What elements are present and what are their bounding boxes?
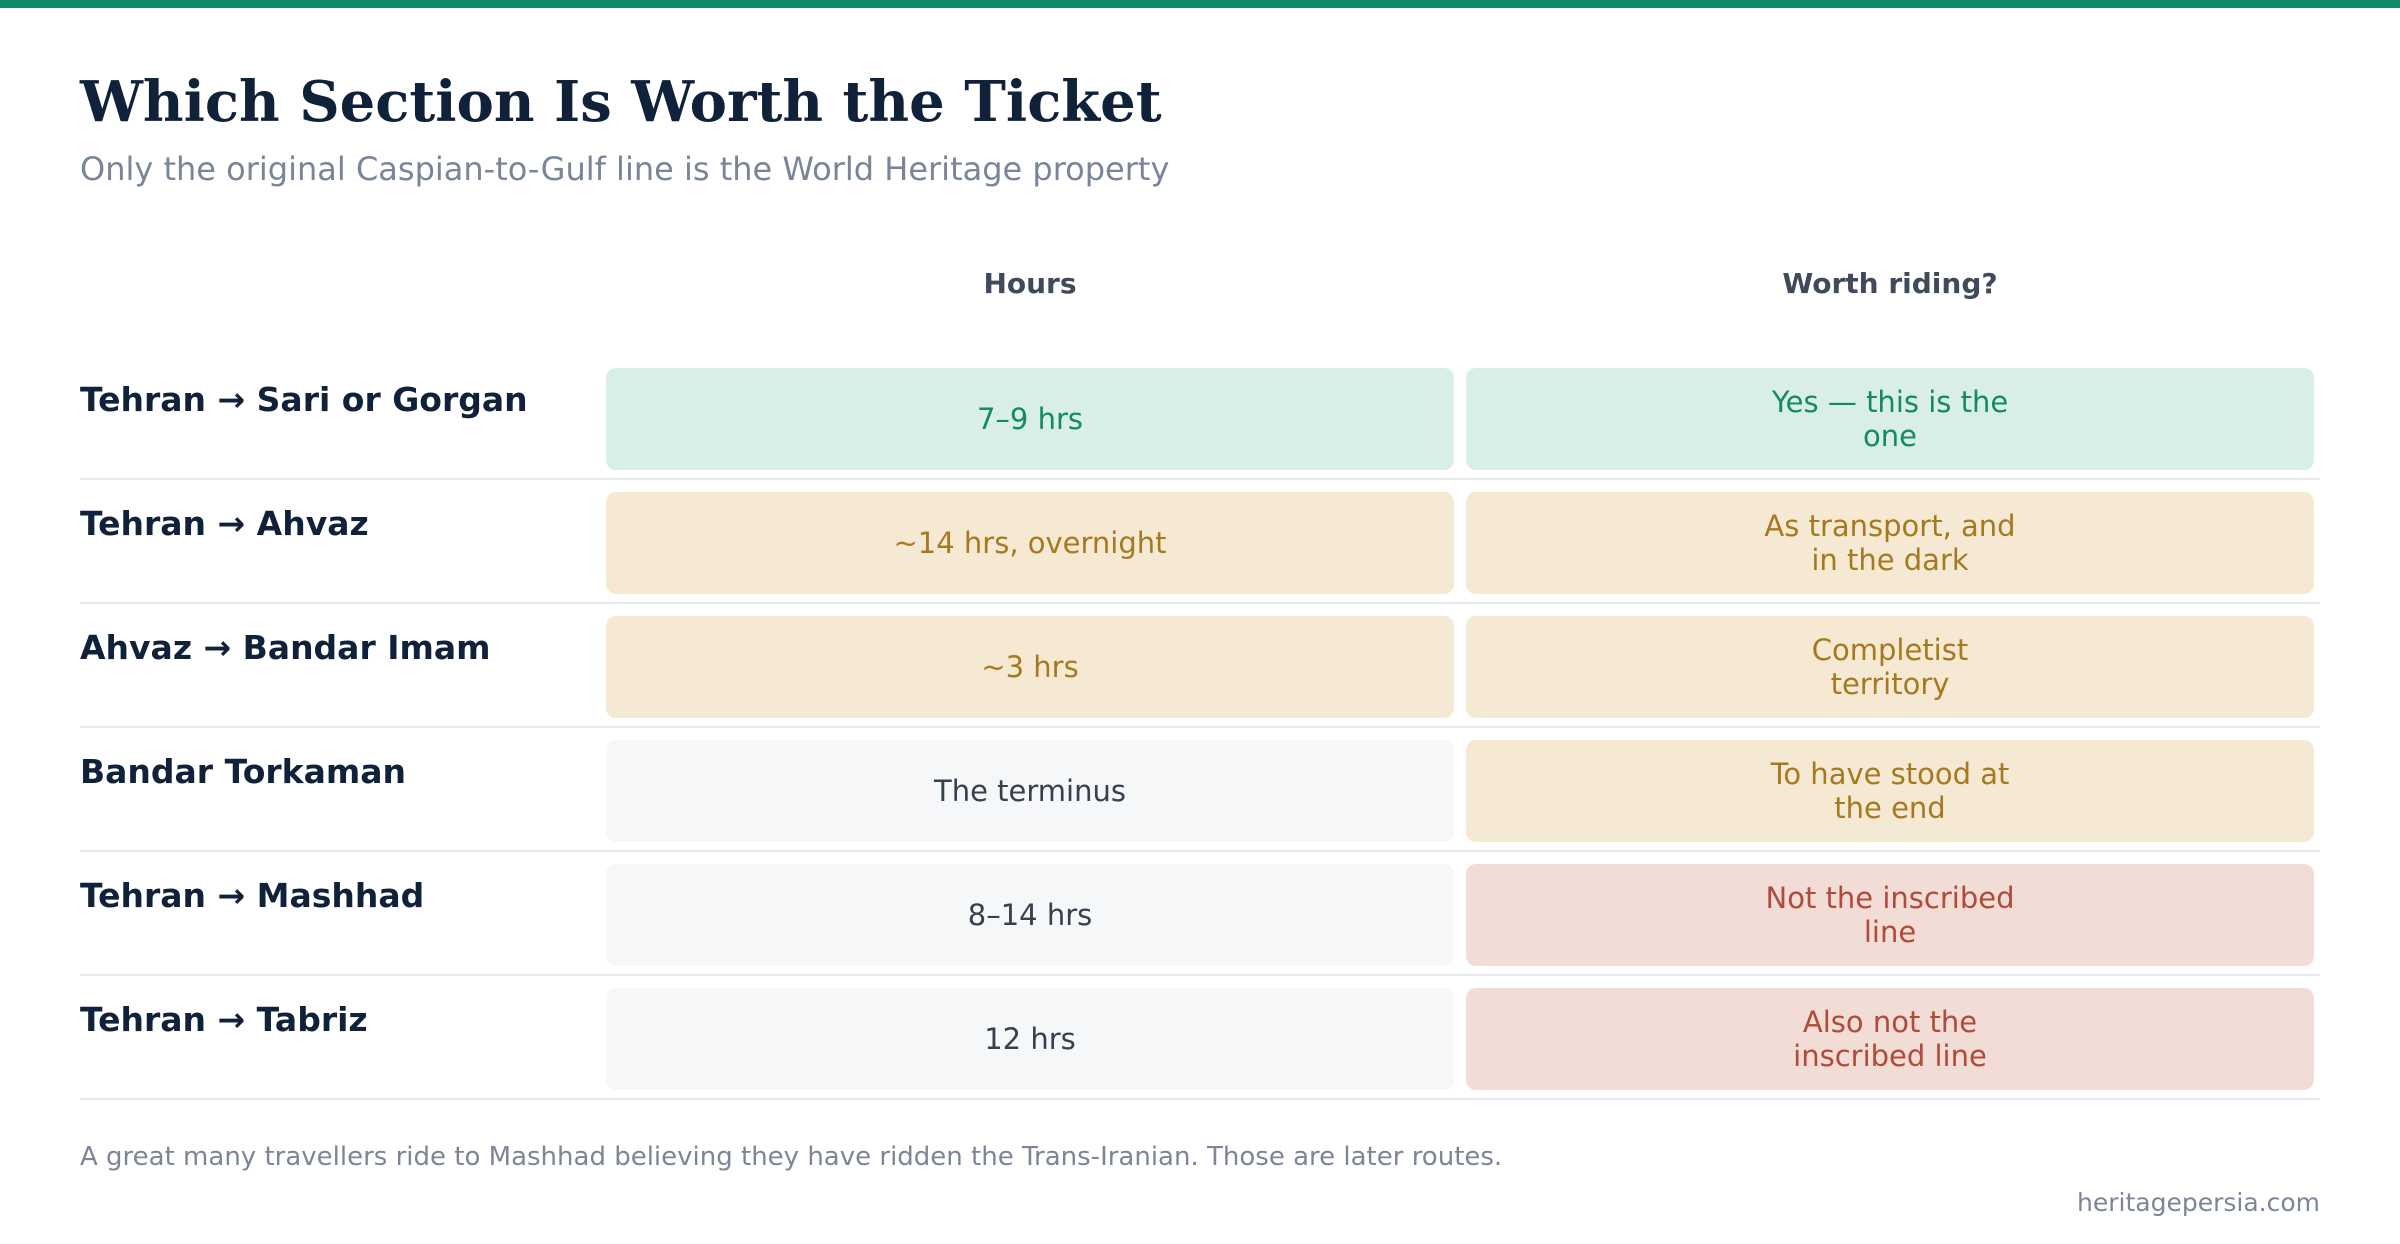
hours-cell: The terminus — [606, 740, 1454, 842]
worth-value: To have stood at the end — [1770, 757, 2010, 825]
hours-cell: 8–14 hrs — [606, 864, 1454, 966]
row-label: Tehran → Mashhad — [80, 876, 425, 915]
column-header-worth-riding: Worth riding? — [1782, 267, 1998, 300]
worth-cell: As transport, and in the dark — [1466, 492, 2314, 594]
table-row: Ahvaz → Bandar Imam ~3 hrs Completist te… — [80, 604, 2320, 728]
hours-value: 8–14 hrs — [967, 898, 1093, 932]
worth-value: Not the inscribed line — [1765, 881, 2015, 949]
row-label: Tehran → Sari or Gorgan — [80, 380, 528, 419]
worth-cell: Completist territory — [1466, 616, 2314, 718]
table-row: Tehran → Sari or Gorgan 7–9 hrs Yes — th… — [80, 356, 2320, 480]
hours-value: 12 hrs — [984, 1022, 1076, 1056]
comparison-table: Tehran → Sari or Gorgan 7–9 hrs Yes — th… — [80, 356, 2320, 1100]
page-subtitle: Only the original Caspian-to-Gulf line i… — [80, 150, 1170, 188]
worth-cell: Yes — this is the one — [1466, 368, 2314, 470]
hours-cell: ~3 hrs — [606, 616, 1454, 718]
source-credit: heritagepersia.com — [2077, 1188, 2320, 1217]
row-label: Tehran → Ahvaz — [80, 504, 369, 543]
table-row: Bandar Torkaman The terminus To have sto… — [80, 728, 2320, 852]
worth-value: Yes — this is the one — [1771, 385, 2009, 453]
worth-cell: To have stood at the end — [1466, 740, 2314, 842]
table-row: Tehran → Ahvaz ~14 hrs, overnight As tra… — [80, 480, 2320, 604]
table-row: Tehran → Mashhad 8–14 hrs Not the inscri… — [80, 852, 2320, 976]
worth-value: Also not the inscribed line — [1793, 1005, 1987, 1073]
hours-value: ~3 hrs — [981, 650, 1079, 684]
row-label: Bandar Torkaman — [80, 752, 407, 791]
page-title: Which Section Is Worth the Ticket — [80, 69, 1162, 135]
hours-value: ~14 hrs, overnight — [893, 526, 1167, 560]
hours-cell: 12 hrs — [606, 988, 1454, 1090]
worth-cell: Not the inscribed line — [1466, 864, 2314, 966]
hours-cell: 7–9 hrs — [606, 368, 1454, 470]
column-header-hours: Hours — [983, 267, 1077, 300]
worth-value: Completist territory — [1811, 633, 1969, 701]
footnote: A great many travellers ride to Mashhad … — [80, 1142, 1503, 1172]
table-row: Tehran → Tabriz 12 hrs Also not the insc… — [80, 976, 2320, 1100]
hours-value: 7–9 hrs — [976, 402, 1084, 436]
top-accent-bar — [0, 0, 2400, 8]
row-label: Ahvaz → Bandar Imam — [80, 628, 491, 667]
hours-cell: ~14 hrs, overnight — [606, 492, 1454, 594]
worth-cell: Also not the inscribed line — [1466, 988, 2314, 1090]
row-label: Tehran → Tabriz — [80, 1000, 368, 1039]
worth-value: As transport, and in the dark — [1764, 509, 2016, 577]
hours-value: The terminus — [934, 774, 1126, 808]
